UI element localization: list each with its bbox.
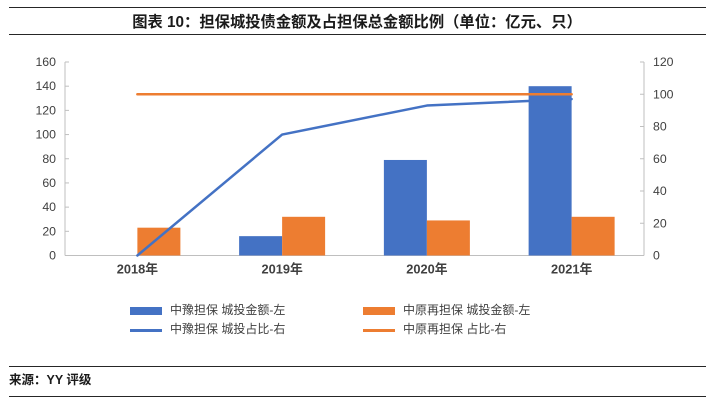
svg-text:80: 80 bbox=[42, 152, 56, 166]
svg-text:60: 60 bbox=[653, 152, 667, 166]
svg-text:0: 0 bbox=[653, 249, 660, 263]
svg-text:100: 100 bbox=[35, 128, 56, 142]
svg-text:20: 20 bbox=[653, 216, 667, 230]
svg-text:20: 20 bbox=[42, 224, 56, 238]
svg-text:120: 120 bbox=[35, 103, 56, 117]
svg-text:120: 120 bbox=[653, 55, 674, 69]
svg-text:2018年: 2018年 bbox=[117, 262, 158, 277]
svg-text:2019年: 2019年 bbox=[261, 262, 302, 277]
svg-text:60: 60 bbox=[42, 176, 56, 190]
svg-text:140: 140 bbox=[35, 79, 56, 93]
svg-text:40: 40 bbox=[653, 184, 667, 198]
svg-text:40: 40 bbox=[42, 200, 56, 214]
svg-text:160: 160 bbox=[35, 55, 56, 69]
svg-text:100: 100 bbox=[653, 87, 674, 101]
svg-text:0: 0 bbox=[49, 249, 56, 263]
svg-text:2021年: 2021年 bbox=[551, 262, 592, 277]
svg-text:2020年: 2020年 bbox=[406, 262, 447, 277]
svg-text:80: 80 bbox=[653, 120, 667, 134]
